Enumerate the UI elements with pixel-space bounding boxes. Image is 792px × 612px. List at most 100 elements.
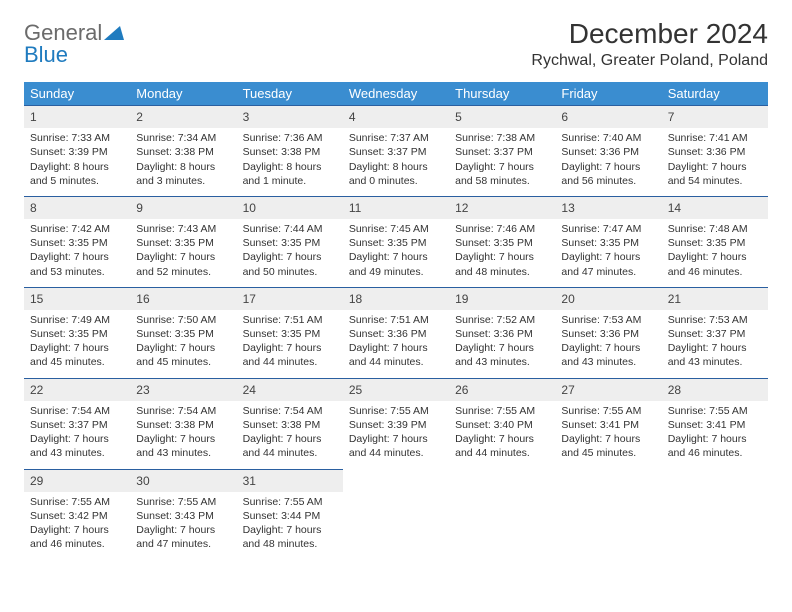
day-number-row: 293031 <box>24 469 768 492</box>
sunset-text: Sunset: 3:37 PM <box>668 327 762 341</box>
day-number-cell: 1 <box>24 106 130 129</box>
daylight-text: Daylight: 7 hours and 43 minutes. <box>668 341 762 369</box>
day-number-cell: 28 <box>662 378 768 401</box>
sunrise-text: Sunrise: 7:50 AM <box>136 313 230 327</box>
daylight-text: Daylight: 7 hours and 44 minutes. <box>243 341 337 369</box>
day-number-cell: 22 <box>24 378 130 401</box>
day-number-cell <box>555 469 661 492</box>
daylight-text: Daylight: 7 hours and 46 minutes. <box>668 250 762 278</box>
sunset-text: Sunset: 3:35 PM <box>455 236 549 250</box>
daylight-text: Daylight: 7 hours and 46 minutes. <box>30 523 124 551</box>
day-number-cell: 7 <box>662 106 768 129</box>
logo: General Blue <box>24 18 124 66</box>
sunrise-text: Sunrise: 7:52 AM <box>455 313 549 327</box>
sunset-text: Sunset: 3:38 PM <box>136 145 230 159</box>
day-number-row: 22232425262728 <box>24 378 768 401</box>
sunrise-text: Sunrise: 7:47 AM <box>561 222 655 236</box>
day-number-cell: 24 <box>237 378 343 401</box>
daylight-text: Daylight: 7 hours and 46 minutes. <box>668 432 762 460</box>
sunrise-text: Sunrise: 7:48 AM <box>668 222 762 236</box>
daylight-text: Daylight: 7 hours and 49 minutes. <box>349 250 443 278</box>
sunrise-text: Sunrise: 7:37 AM <box>349 131 443 145</box>
sunset-text: Sunset: 3:41 PM <box>668 418 762 432</box>
logo-triangle-icon <box>104 26 124 44</box>
calendar-table: SundayMondayTuesdayWednesdayThursdayFrid… <box>24 82 768 559</box>
day-detail-cell: Sunrise: 7:44 AMSunset: 3:35 PMDaylight:… <box>237 219 343 287</box>
day-number-cell: 14 <box>662 196 768 219</box>
day-number-row: 15161718192021 <box>24 287 768 310</box>
day-detail-cell: Sunrise: 7:46 AMSunset: 3:35 PMDaylight:… <box>449 219 555 287</box>
day-header: Wednesday <box>343 82 449 106</box>
day-number-cell: 4 <box>343 106 449 129</box>
day-detail-cell: Sunrise: 7:37 AMSunset: 3:37 PMDaylight:… <box>343 128 449 196</box>
day-number-cell: 23 <box>130 378 236 401</box>
sunrise-text: Sunrise: 7:44 AM <box>243 222 337 236</box>
day-detail-cell: Sunrise: 7:55 AMSunset: 3:41 PMDaylight:… <box>555 401 661 469</box>
sunrise-text: Sunrise: 7:49 AM <box>30 313 124 327</box>
sunrise-text: Sunrise: 7:42 AM <box>30 222 124 236</box>
day-number-cell: 31 <box>237 469 343 492</box>
sunrise-text: Sunrise: 7:54 AM <box>136 404 230 418</box>
day-detail-cell: Sunrise: 7:53 AMSunset: 3:36 PMDaylight:… <box>555 310 661 378</box>
sunrise-text: Sunrise: 7:55 AM <box>561 404 655 418</box>
sunrise-text: Sunrise: 7:43 AM <box>136 222 230 236</box>
month-title: December 2024 <box>531 18 768 50</box>
day-detail-cell: Sunrise: 7:55 AMSunset: 3:40 PMDaylight:… <box>449 401 555 469</box>
daylight-text: Daylight: 7 hours and 48 minutes. <box>455 250 549 278</box>
sunset-text: Sunset: 3:35 PM <box>668 236 762 250</box>
day-number-cell: 13 <box>555 196 661 219</box>
day-detail-cell: Sunrise: 7:50 AMSunset: 3:35 PMDaylight:… <box>130 310 236 378</box>
sunrise-text: Sunrise: 7:54 AM <box>30 404 124 418</box>
day-detail-cell: Sunrise: 7:36 AMSunset: 3:38 PMDaylight:… <box>237 128 343 196</box>
day-number-cell: 10 <box>237 196 343 219</box>
sunset-text: Sunset: 3:36 PM <box>668 145 762 159</box>
daylight-text: Daylight: 7 hours and 45 minutes. <box>136 341 230 369</box>
day-detail-cell: Sunrise: 7:40 AMSunset: 3:36 PMDaylight:… <box>555 128 661 196</box>
sunrise-text: Sunrise: 7:55 AM <box>136 495 230 509</box>
sunset-text: Sunset: 3:39 PM <box>349 418 443 432</box>
daylight-text: Daylight: 8 hours and 3 minutes. <box>136 160 230 188</box>
sunset-text: Sunset: 3:35 PM <box>30 327 124 341</box>
logo-text-blue: Blue <box>24 44 124 66</box>
sunset-text: Sunset: 3:39 PM <box>30 145 124 159</box>
day-detail-row: Sunrise: 7:49 AMSunset: 3:35 PMDaylight:… <box>24 310 768 378</box>
day-number-cell: 16 <box>130 287 236 310</box>
day-detail-cell <box>449 492 555 560</box>
day-header: Monday <box>130 82 236 106</box>
day-detail-cell: Sunrise: 7:54 AMSunset: 3:38 PMDaylight:… <box>130 401 236 469</box>
daylight-text: Daylight: 8 hours and 5 minutes. <box>30 160 124 188</box>
title-block: December 2024 Rychwal, Greater Poland, P… <box>531 18 768 70</box>
day-header: Sunday <box>24 82 130 106</box>
day-number-cell: 18 <box>343 287 449 310</box>
sunset-text: Sunset: 3:36 PM <box>349 327 443 341</box>
sunset-text: Sunset: 3:35 PM <box>243 327 337 341</box>
sunset-text: Sunset: 3:35 PM <box>136 327 230 341</box>
daylight-text: Daylight: 7 hours and 43 minutes. <box>561 341 655 369</box>
daylight-text: Daylight: 8 hours and 1 minute. <box>243 160 337 188</box>
header: General Blue December 2024 Rychwal, Grea… <box>24 18 768 70</box>
day-detail-cell: Sunrise: 7:43 AMSunset: 3:35 PMDaylight:… <box>130 219 236 287</box>
day-detail-row: Sunrise: 7:42 AMSunset: 3:35 PMDaylight:… <box>24 219 768 287</box>
day-detail-cell <box>662 492 768 560</box>
sunrise-text: Sunrise: 7:51 AM <box>349 313 443 327</box>
day-detail-cell: Sunrise: 7:55 AMSunset: 3:41 PMDaylight:… <box>662 401 768 469</box>
day-number-cell: 30 <box>130 469 236 492</box>
day-header: Thursday <box>449 82 555 106</box>
sunset-text: Sunset: 3:36 PM <box>561 145 655 159</box>
daylight-text: Daylight: 7 hours and 43 minutes. <box>30 432 124 460</box>
day-header: Tuesday <box>237 82 343 106</box>
day-detail-cell: Sunrise: 7:45 AMSunset: 3:35 PMDaylight:… <box>343 219 449 287</box>
daylight-text: Daylight: 7 hours and 44 minutes. <box>349 432 443 460</box>
day-detail-cell: Sunrise: 7:55 AMSunset: 3:39 PMDaylight:… <box>343 401 449 469</box>
day-number-row: 1234567 <box>24 106 768 129</box>
sunrise-text: Sunrise: 7:55 AM <box>30 495 124 509</box>
day-detail-cell: Sunrise: 7:47 AMSunset: 3:35 PMDaylight:… <box>555 219 661 287</box>
daylight-text: Daylight: 7 hours and 47 minutes. <box>136 523 230 551</box>
sunset-text: Sunset: 3:35 PM <box>561 236 655 250</box>
daylight-text: Daylight: 7 hours and 45 minutes. <box>561 432 655 460</box>
day-detail-row: Sunrise: 7:55 AMSunset: 3:42 PMDaylight:… <box>24 492 768 560</box>
sunset-text: Sunset: 3:36 PM <box>455 327 549 341</box>
day-detail-cell: Sunrise: 7:54 AMSunset: 3:37 PMDaylight:… <box>24 401 130 469</box>
sunset-text: Sunset: 3:44 PM <box>243 509 337 523</box>
sunrise-text: Sunrise: 7:53 AM <box>668 313 762 327</box>
